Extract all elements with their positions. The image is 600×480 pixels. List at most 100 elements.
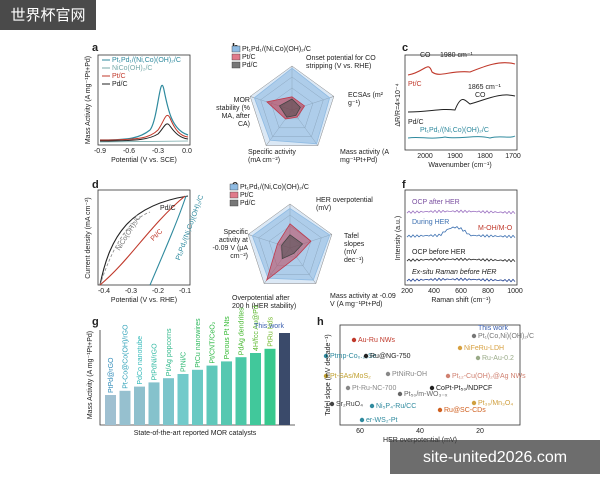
- curve: [99, 114, 189, 141]
- x-tick-label: 1900: [447, 153, 463, 160]
- curve: [406, 257, 516, 263]
- point-label: Au-Ru NWs: [358, 337, 395, 344]
- panel-label: d: [92, 179, 99, 191]
- point: [369, 403, 375, 409]
- curve-label: Pt/C: [150, 228, 165, 243]
- legend-swatch: [229, 191, 239, 199]
- bar-label: PtPd@rGO: [108, 357, 115, 393]
- legend-label: Pt₁Pd₁/(Ni,Co)(OH)₂/C: [242, 46, 311, 53]
- legend-label: NiCo(OH)₂/C: [112, 65, 152, 72]
- point-label: NiFeRu-LDH: [464, 345, 504, 352]
- x-tick-label: 600: [455, 288, 467, 295]
- curve: [99, 211, 151, 286]
- bar-label: Porous Pt Nts: [224, 316, 231, 360]
- bar-label: This work: [254, 323, 284, 330]
- point-label: Pt-Ru-NC-700: [352, 385, 396, 392]
- point-label: PtNiRu-OH: [392, 371, 427, 378]
- bar: [119, 390, 131, 425]
- x-tick-label: 2000: [417, 153, 433, 160]
- legend-swatch: [231, 61, 241, 69]
- axis-label: Wavenumber (cm⁻¹): [428, 162, 491, 169]
- point: [345, 385, 351, 391]
- point-label: Ru@NG-750: [370, 353, 411, 360]
- x-tick-label: 60: [356, 428, 364, 435]
- bar-label: PtPdNi/rGO: [151, 343, 158, 381]
- bar: [235, 357, 247, 425]
- axis-label: Mass Activity (A mg⁻¹Pt+Pd): [87, 331, 94, 419]
- x-tick-label: 1700: [505, 153, 521, 160]
- annotation: CO: [420, 52, 431, 59]
- curve-label: Pd/C: [160, 205, 176, 212]
- x-tick-label: 400: [428, 288, 440, 295]
- axis-label: Onset potential for CO stripping (V vs. R…: [306, 55, 376, 70]
- curve: [99, 123, 189, 142]
- annotation: 1865 cm⁻¹: [468, 84, 502, 91]
- point-label: Pt₅₀/m-WO₃₋ₓ: [404, 391, 448, 398]
- bar-label: PdAg dendrites: [238, 307, 245, 355]
- x-tick-label: -0.4: [98, 288, 110, 295]
- bar: [192, 369, 203, 425]
- bar-label: Pt-Co@Co(OH)/rGO: [122, 324, 129, 389]
- point: [437, 407, 443, 413]
- panel-label: f: [402, 179, 406, 191]
- bar: [134, 386, 145, 425]
- annotation: 1980 cm⁻¹: [440, 52, 474, 59]
- point: [471, 400, 477, 406]
- axis-label: HER overpotential (mV): [316, 197, 373, 212]
- radar-shape: [281, 234, 304, 260]
- axes: [97, 189, 191, 286]
- axis-label: Overpotential after 200 h (HER stability): [232, 295, 296, 310]
- curve: [407, 94, 516, 113]
- curve: [406, 209, 516, 215]
- point-label: CoPt-Pt₅₀/NDPCF: [436, 385, 492, 392]
- bar-label: Pt/Ag popcorns: [166, 328, 173, 376]
- panels: abcdefghPt₁Pd₁/(Ni,Co)(OH)₂/CNiCo(OH)₂/C…: [85, 42, 534, 444]
- panel-label: h: [317, 316, 324, 328]
- axis-label: Tafel slopes (mV dec⁻¹): [344, 233, 365, 264]
- radar-shape: [278, 98, 301, 118]
- point-label: Sr₂RuO₄: [336, 401, 363, 408]
- bar-label: PdCo nanotube: [137, 336, 144, 385]
- point-label: Pt-SAs/MoS₂: [330, 373, 371, 380]
- point: [329, 401, 335, 407]
- bar: [206, 365, 218, 425]
- axes: [97, 54, 191, 146]
- point: [385, 371, 391, 377]
- axis-label: Specific activity (mA cm⁻²): [248, 149, 296, 164]
- axis-label: Mass activity at -0.09 V (A mg⁻¹Pt+Pd): [330, 293, 396, 308]
- bar-label: PtNi/C: [180, 352, 187, 372]
- legend-swatch: [229, 199, 239, 207]
- axis-label: ECSAs (m² g⁻¹): [348, 92, 384, 107]
- point-label: Ptmp-Co₀.₂₅Se: [330, 353, 377, 360]
- point: [457, 345, 463, 351]
- point-label: Ru-Au-0.2: [482, 355, 514, 362]
- point: [323, 373, 329, 379]
- bar: [279, 333, 290, 425]
- point-label: Pt₁₂-Cu(OH)₂@Ag NWs: [452, 373, 526, 380]
- point: [445, 373, 451, 379]
- curve-label: Pt₁Pd₁/(Ni,Co)(OH)₂/C: [420, 127, 489, 134]
- bar-label: PtCu nanowires: [195, 318, 202, 368]
- bar-label: Pt/CNT/CeO₂: [209, 321, 216, 363]
- bar: [148, 382, 160, 425]
- x-tick-label: -0.1: [179, 288, 191, 295]
- legend-label: Pt₁Pd₁/(Ni,Co)(OH)₂/C: [112, 57, 181, 64]
- point-label: Pt₃₀/Mn₃O₄: [478, 400, 513, 407]
- curve: [407, 62, 516, 76]
- axis-label: ΔR/R=4×10⁻⁴: [395, 83, 402, 126]
- x-tick-label: -0.3: [125, 288, 137, 295]
- point: [363, 353, 369, 359]
- bar-label: PtRu Nds: [267, 316, 274, 346]
- bar: [177, 374, 189, 425]
- legend-label: Pt/C: [112, 73, 126, 80]
- bar: [250, 353, 261, 425]
- annotation: M-OH/M-O: [478, 225, 513, 232]
- x-tick-label: 20: [476, 428, 484, 435]
- legend-label: Pd/C: [240, 200, 256, 207]
- point: [471, 333, 477, 339]
- axes: [339, 324, 521, 426]
- curve: [99, 84, 189, 141]
- curve: [99, 195, 186, 286]
- curve-label: OCP after HER: [412, 199, 460, 206]
- annotation: CO: [475, 92, 486, 99]
